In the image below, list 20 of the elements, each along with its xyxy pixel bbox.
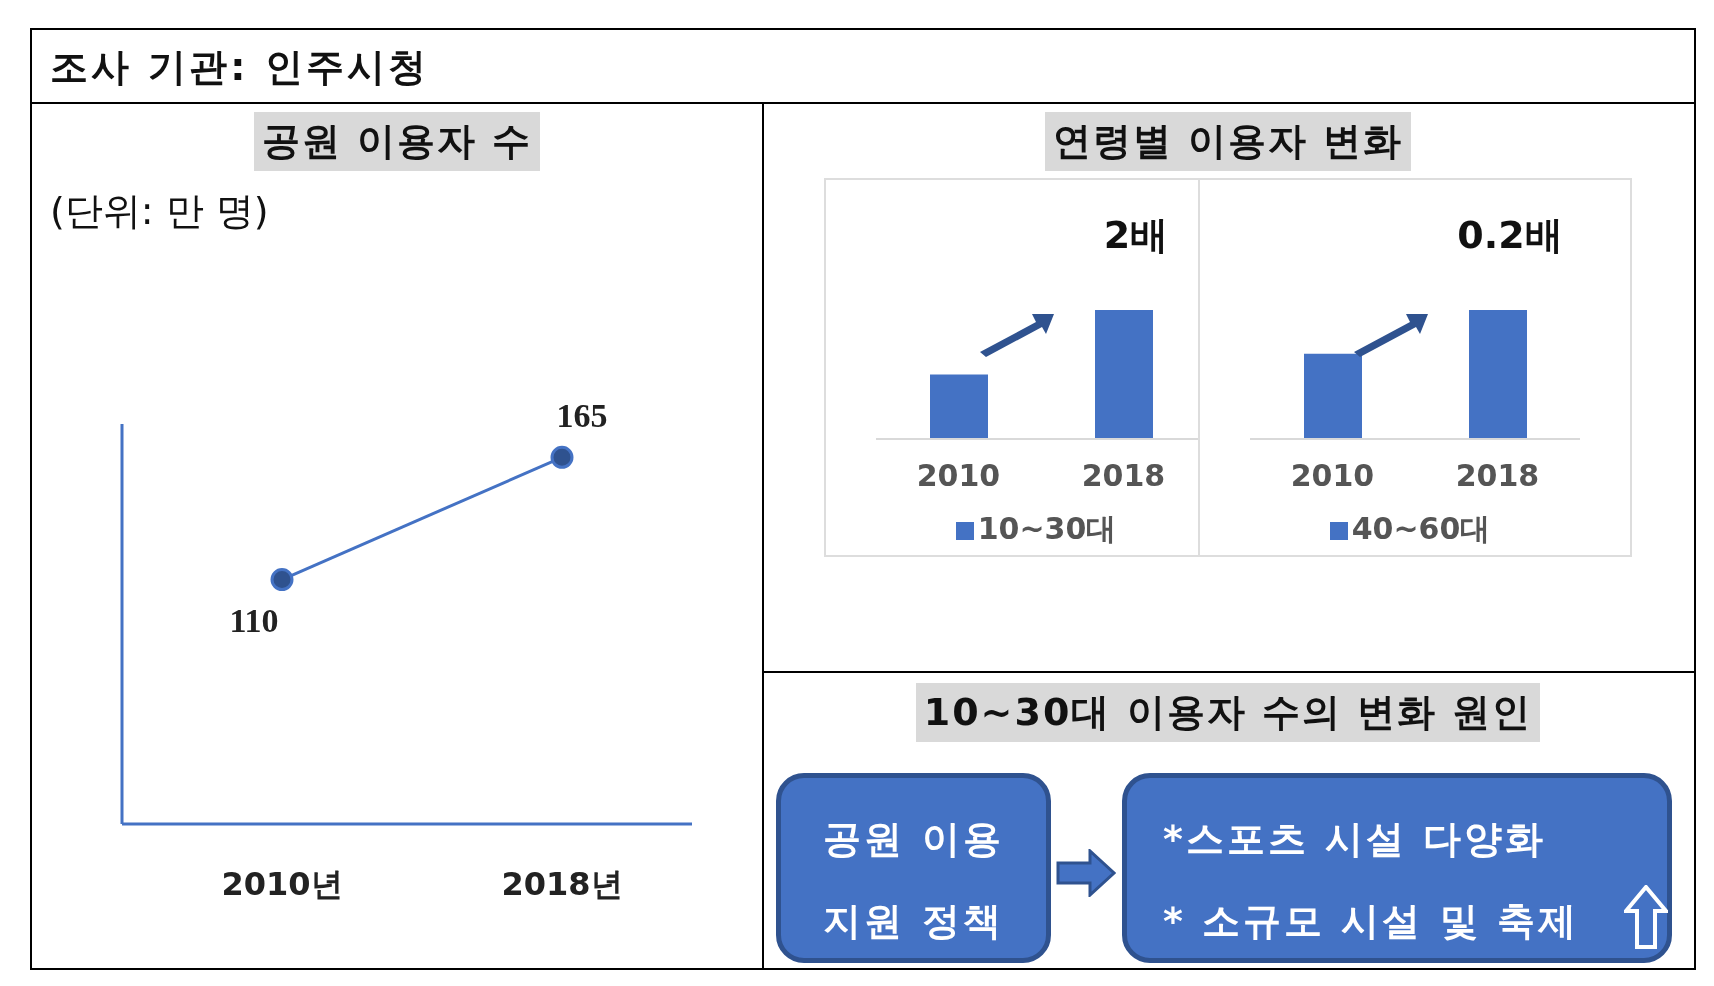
text: 조사 기관: 인주시청 — [50, 44, 429, 91]
text: *스포츠 시설 다양화 — [1163, 816, 1548, 863]
text: 공원 이용 지원 정책 — [776, 773, 1051, 963]
legend-label: 40~60대 — [1351, 511, 1491, 546]
x-tick-label: 2018 — [1081, 458, 1166, 494]
text: 0.2배 — [1456, 212, 1564, 259]
x-tick-label: 2010 — [916, 458, 1001, 494]
x-tick-label: 2010 — [1290, 458, 1375, 494]
text: * 소규모 시설 및 축제 — [1163, 898, 1580, 945]
data-label: 110 — [229, 601, 279, 639]
text: 2배 — [1102, 212, 1170, 259]
x-tick-label: 2010년 — [221, 864, 343, 903]
chart-title: 연령별 이용자 변화 — [1044, 112, 1412, 171]
chart-title: 공원 이용자 수 — [253, 112, 541, 171]
legend-label: 10~30대 — [977, 511, 1117, 546]
x-tick-label: 2018년 — [501, 864, 623, 903]
chart-subtitle: (단위: 만 명) — [50, 188, 269, 235]
text: 10~30대 이용자 수의 변화 원인 — [915, 683, 1541, 742]
x-tick-label: 2018 — [1455, 458, 1540, 494]
data-label: 165 — [556, 397, 608, 435]
